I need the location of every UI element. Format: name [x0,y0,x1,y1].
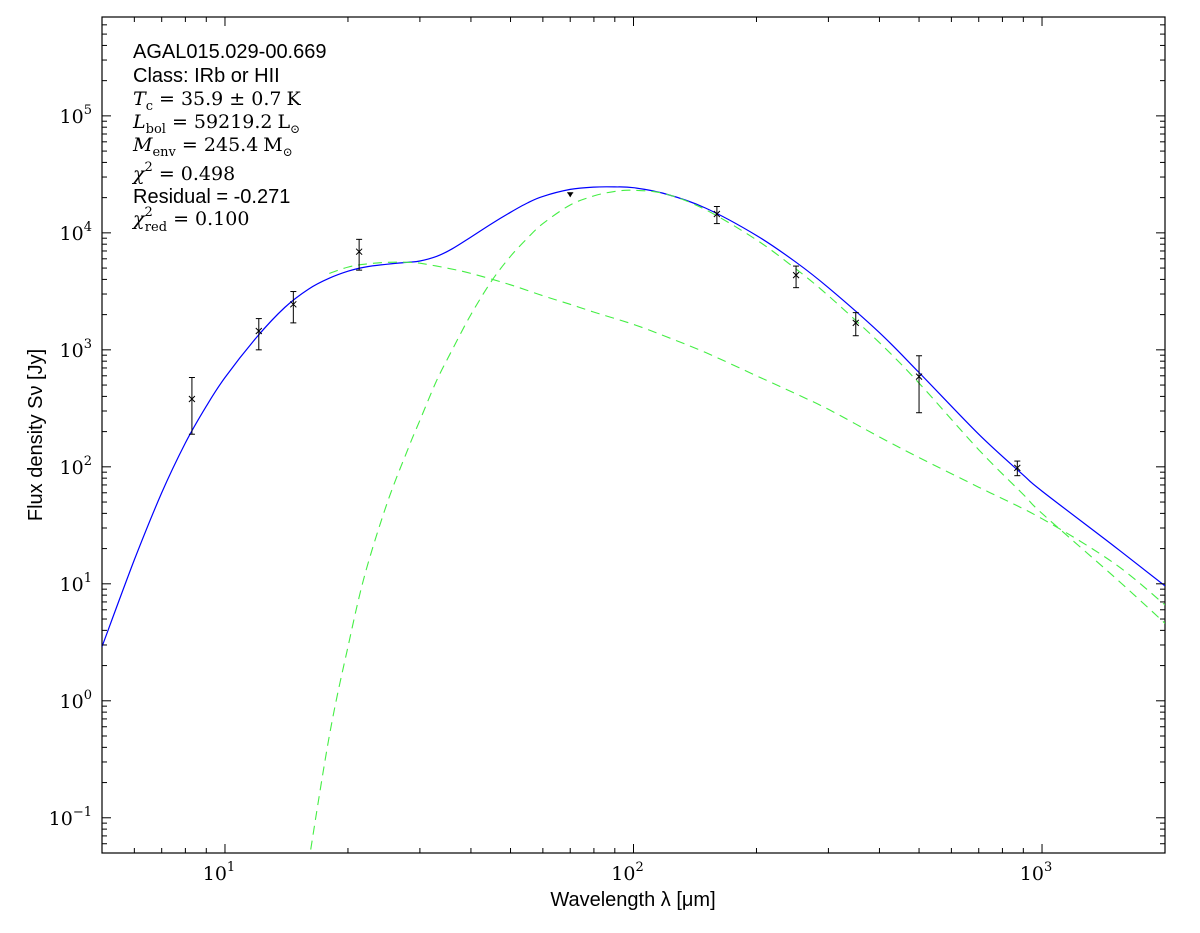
data-point [1013,460,1021,477]
chi2-annotation: χ2 = 0.498 [131,160,235,185]
y-tick-label: 104 [60,220,92,245]
x-tick-label: 102 [611,860,643,885]
y-tick-label: 101 [60,571,92,596]
x-tick-label: 101 [203,860,235,885]
x-tick-label: 103 [1020,860,1052,885]
x-marker [355,248,363,256]
data-point [567,192,574,198]
lbol-annotation: Lbol = 59219.2 L⊙ [132,111,300,137]
data-point [289,291,297,324]
x-axis-label: Wavelength λ [μm] [550,889,715,911]
data-point [792,265,800,289]
x-marker [713,210,721,218]
x-marker [255,327,263,335]
x-marker [852,319,860,327]
component-curve-1 [309,189,1165,853]
y-tick-label: 102 [60,454,92,479]
data-point [713,205,721,225]
y-tick-label: 100 [60,688,92,713]
data-point [355,238,363,271]
y-tick-label: 103 [60,337,92,362]
source-class: Class: IRb or HII [133,65,280,87]
data-point [188,377,196,435]
axis-ticks [101,16,1166,854]
residual-annotation: Residual = -0.271 [133,186,290,208]
chi2red-annotation: χ2 red = 0.100 [131,205,249,235]
y-tick-labels: 10−1 100 101 102 103 104 105 [49,103,92,830]
upper-limit-arrow [567,192,574,198]
data-point [255,318,263,351]
data-points [188,192,1021,477]
plot-frame [101,16,1166,854]
x-marker [792,271,800,279]
y-axis-label: Flux density Sν [Jy] [25,349,47,521]
model-curves [102,186,1165,853]
x-tick-labels: 101 102 103 [203,860,1053,885]
x-marker [188,395,196,403]
data-point [852,312,860,337]
tc-annotation: Tc = 35.9 ± 0.7 K [133,88,302,114]
component-curve-2 [329,261,1165,606]
total-sed-curve [102,186,1165,647]
y-tick-label: 105 [60,103,92,128]
source-name: AGAL015.029-00.669 [133,41,327,63]
annotation-block: AGAL015.029-00.669 Class: IRb or HII Tc … [131,41,327,235]
x-marker [915,373,923,380]
data-point [915,355,923,414]
menv-annotation: Menv = 245.4 M⊙ [132,134,293,160]
x-marker [289,300,297,308]
x-marker [1013,464,1021,472]
y-tick-label: 10−1 [49,805,92,830]
